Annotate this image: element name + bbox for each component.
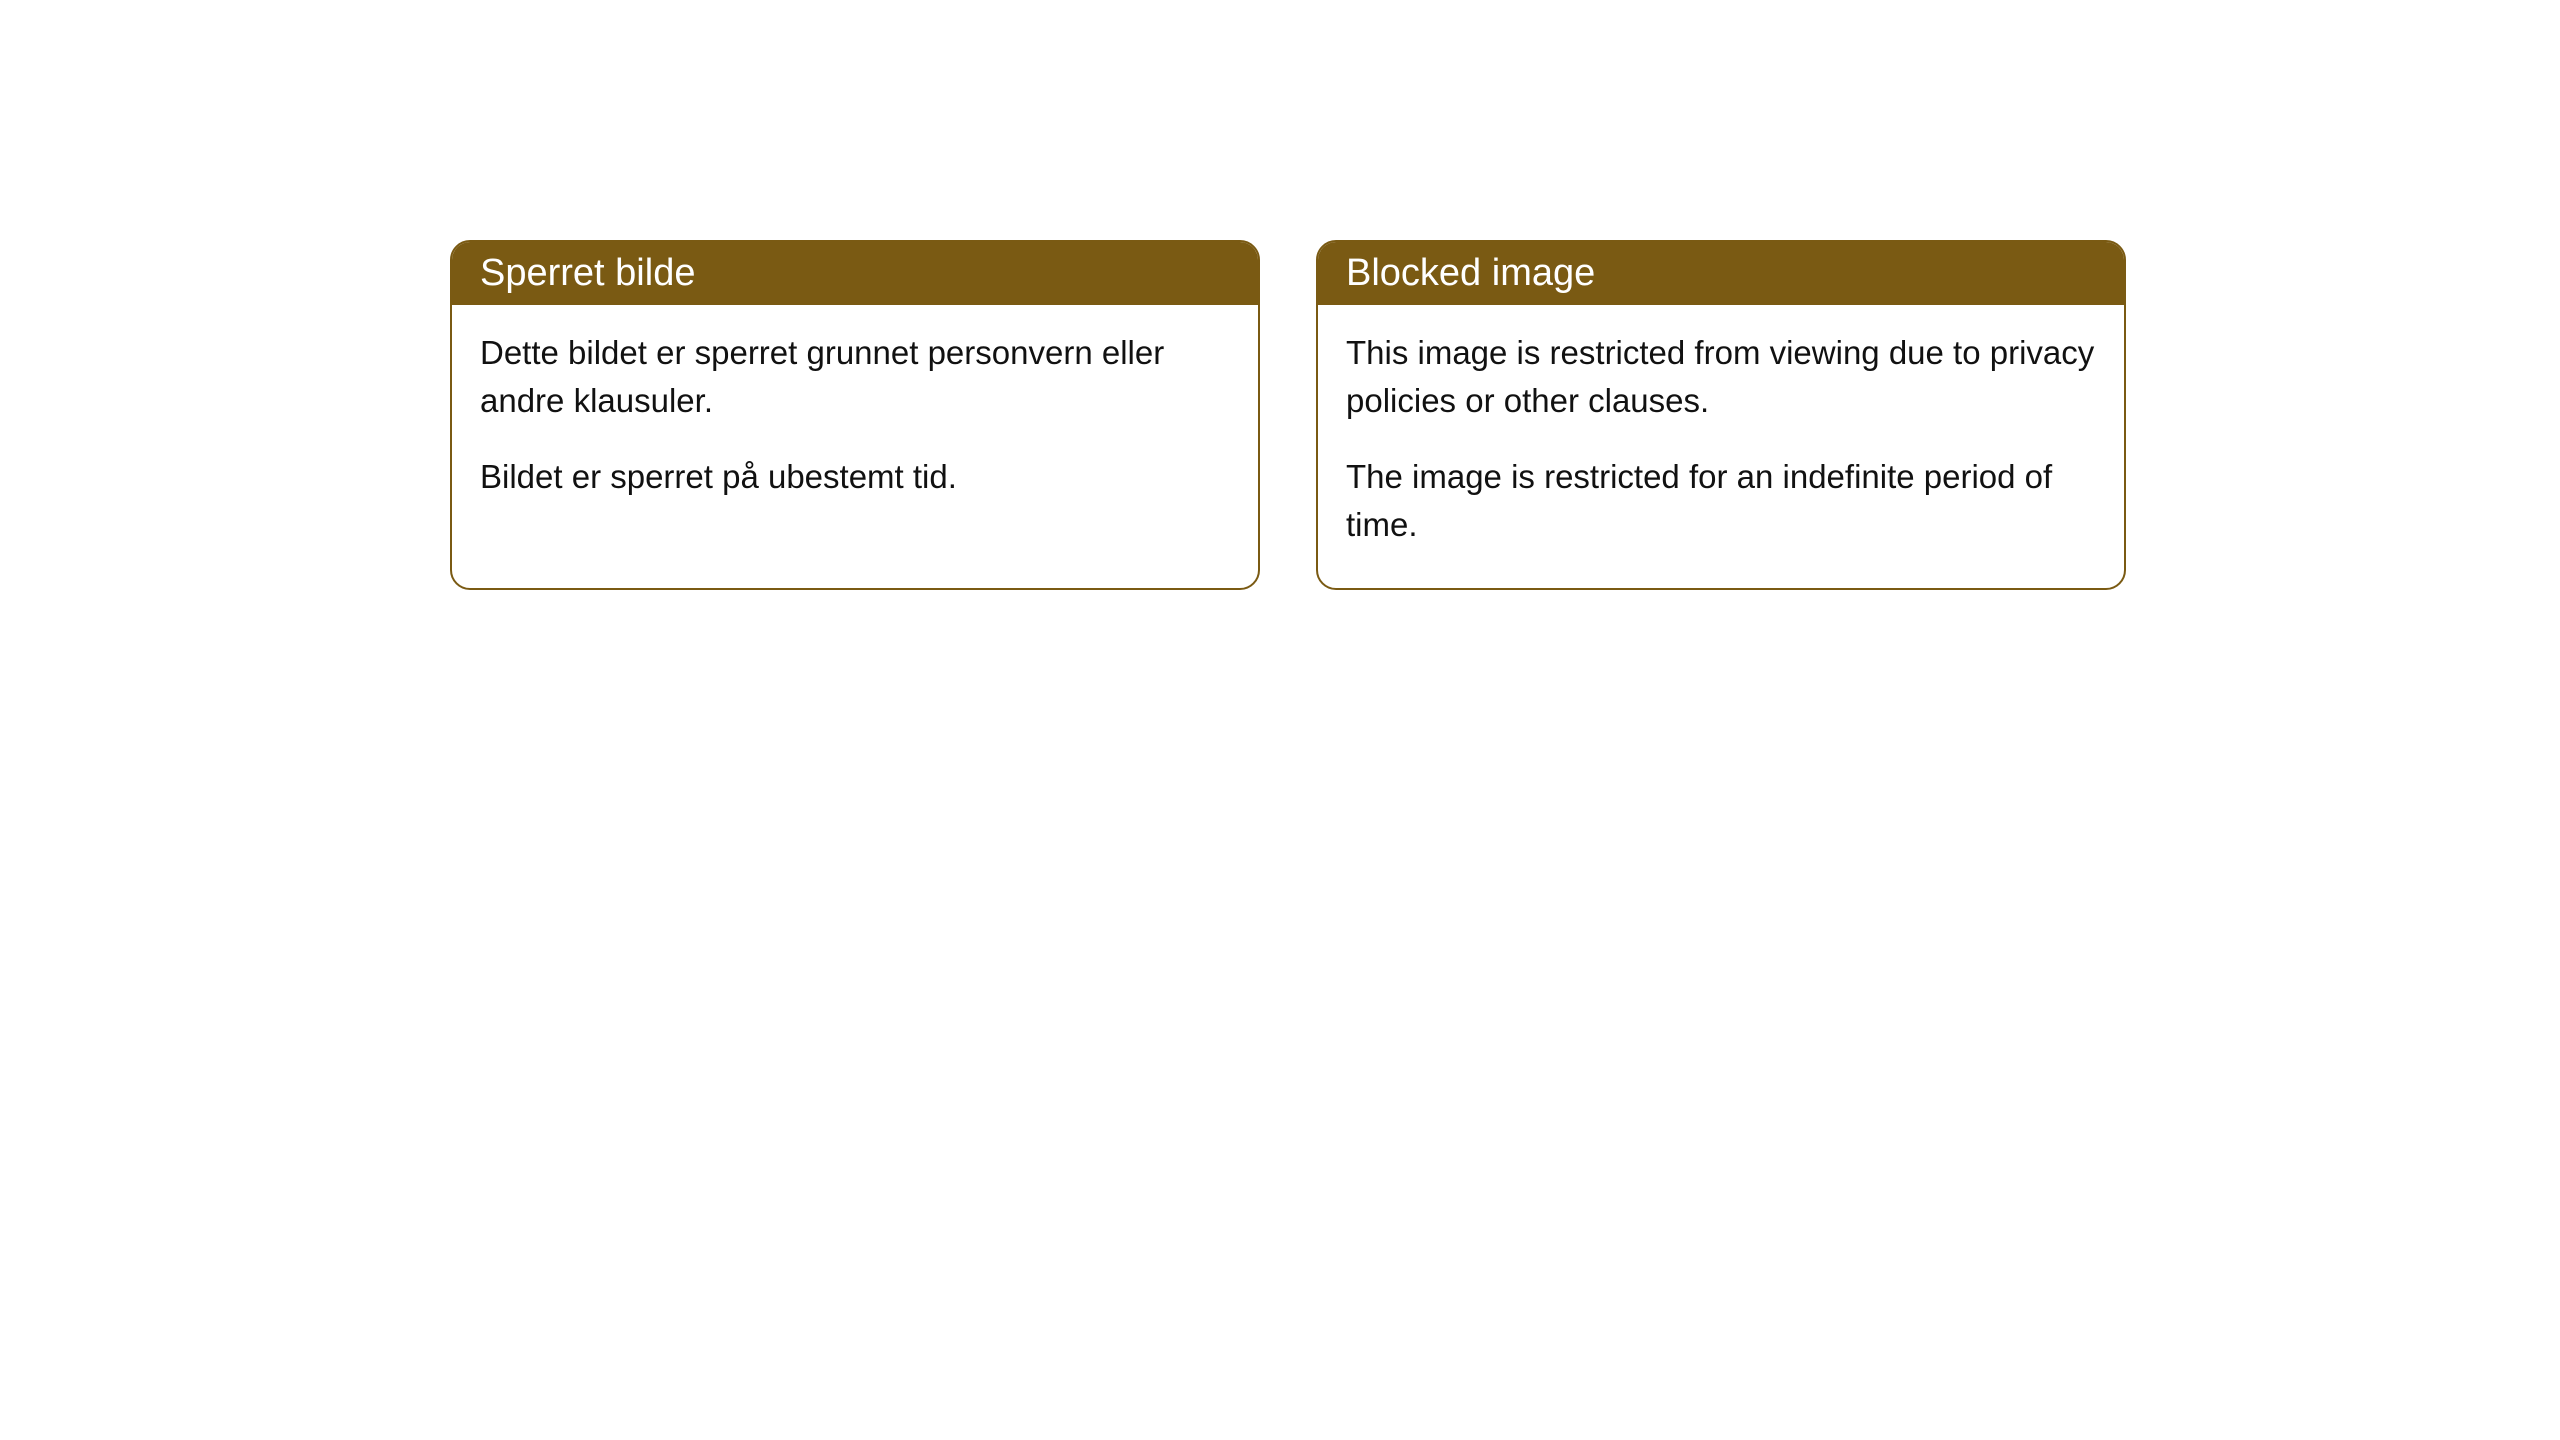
card-title: Sperret bilde: [480, 252, 695, 294]
card-paragraph: This image is restricted from viewing du…: [1346, 329, 2096, 425]
card-header: Sperret bilde: [452, 242, 1258, 305]
card-paragraph: Bildet er sperret på ubestemt tid.: [480, 453, 1230, 501]
card-paragraph: Dette bildet er sperret grunnet personve…: [480, 329, 1230, 425]
notice-card-norwegian: Sperret bilde Dette bildet er sperret gr…: [450, 240, 1260, 590]
cards-container: Sperret bilde Dette bildet er sperret gr…: [450, 240, 2126, 590]
card-body: Dette bildet er sperret grunnet personve…: [452, 305, 1258, 541]
notice-card-english: Blocked image This image is restricted f…: [1316, 240, 2126, 590]
card-body: This image is restricted from viewing du…: [1318, 305, 2124, 588]
card-paragraph: The image is restricted for an indefinit…: [1346, 453, 2096, 549]
card-header: Blocked image: [1318, 242, 2124, 305]
card-title: Blocked image: [1346, 252, 1595, 294]
